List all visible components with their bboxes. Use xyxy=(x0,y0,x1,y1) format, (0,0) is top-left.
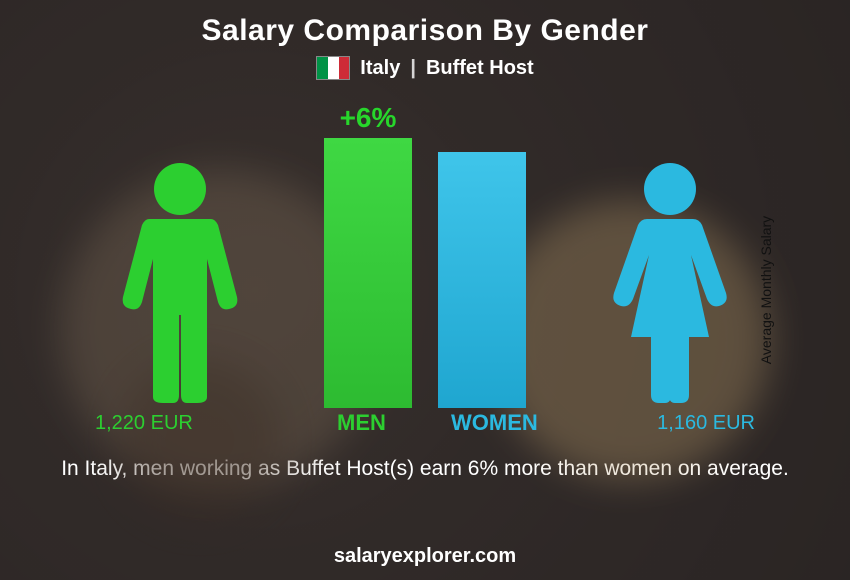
country-label: Italy xyxy=(360,57,400,80)
female-bar xyxy=(438,152,526,408)
female-icon xyxy=(595,161,745,408)
y-axis-label: Average Monthly Salary xyxy=(758,216,774,364)
subtitle-row: Italy | Buffet Host xyxy=(0,56,850,80)
flag-stripe-white xyxy=(328,57,339,79)
female-label: WOMEN xyxy=(451,410,538,436)
page-title: Salary Comparison By Gender xyxy=(0,0,850,48)
male-label: MEN xyxy=(337,410,386,436)
bar-group: +6% xyxy=(324,138,526,408)
axis-labels: 1,220 EUR MEN WOMEN 1,160 EUR xyxy=(105,408,745,438)
separator: | xyxy=(410,57,416,80)
male-bar: +6% xyxy=(324,138,412,408)
flag-stripe-green xyxy=(317,57,328,79)
flag-stripe-red xyxy=(339,57,350,79)
italy-flag-icon xyxy=(316,56,350,80)
chart-area: +6% 1,220 EUR MEN WOMEN 1,160 EUR xyxy=(105,108,745,438)
male-icon xyxy=(105,161,255,408)
source-footer: salaryexplorer.com xyxy=(0,545,850,568)
job-label: Buffet Host xyxy=(426,57,534,80)
pct-diff-label: +6% xyxy=(324,102,412,134)
male-salary: 1,220 EUR xyxy=(95,412,193,435)
female-salary: 1,160 EUR xyxy=(657,412,755,435)
